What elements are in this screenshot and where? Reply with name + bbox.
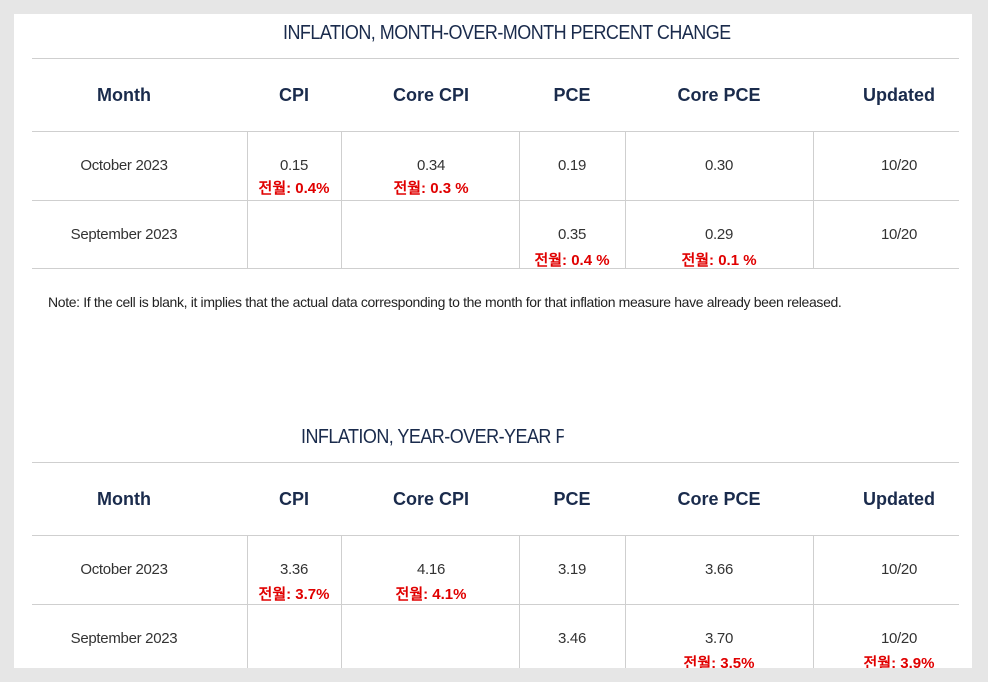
divider	[32, 462, 959, 463]
mom-header-cpi: CPI	[278, 85, 309, 105]
yoy-header-updated: Updated	[863, 489, 935, 509]
divider	[247, 131, 248, 268]
yoy-header-core-pce: Core PCE	[677, 489, 761, 509]
yoy-row1-core-cpi-previous: 전월: 4.1%	[395, 586, 467, 603]
yoy-row2-updated: 10/20	[880, 630, 918, 647]
divider	[519, 535, 520, 668]
mom-header-core-pce: Core PCE	[677, 85, 761, 105]
mom-row1-updated: 10/20	[880, 157, 918, 174]
mom-header-pce: PCE	[553, 85, 591, 105]
divider	[247, 535, 248, 668]
divider	[32, 604, 959, 605]
yoy-row2-pce: 3.46	[558, 630, 586, 647]
mom-row1-month: October 2023	[80, 157, 168, 174]
yoy-header-month: Month	[97, 489, 151, 509]
divider	[813, 535, 814, 668]
divider	[625, 131, 626, 268]
mom-header-core-cpi: Core CPI	[392, 85, 470, 105]
mom-row2-month: September 2023	[70, 226, 178, 243]
divider	[519, 131, 520, 268]
mom-row2-pce: 0.35	[558, 226, 586, 243]
table-note: Note: If the cell is blank, it implies t…	[48, 294, 842, 310]
mom-row2-updated: 10/20	[880, 226, 918, 243]
divider	[32, 131, 959, 132]
yoy-header-core-cpi: Core CPI	[392, 489, 470, 509]
yoy-row1-updated: 10/20	[880, 561, 918, 578]
yoy-header-cpi: CPI	[278, 489, 309, 509]
divider	[32, 200, 959, 201]
yoy-row2-updated-previous: 전월: 3.9%	[863, 655, 935, 668]
divider	[625, 535, 626, 668]
divider	[341, 535, 342, 668]
mom-row1-core-pce: 0.30	[705, 157, 733, 174]
mom-header-month: Month	[97, 85, 151, 105]
mom-row2-pce-previous: 전월: 0.4 %	[534, 252, 610, 269]
divider	[813, 131, 814, 268]
mom-row1-cpi: 0.15	[280, 157, 308, 174]
yoy-row2-core-pce-previous: 전월: 3.5%	[683, 655, 755, 668]
yoy-row1-pce: 3.19	[558, 561, 586, 578]
divider	[32, 268, 959, 269]
yoy-header-pce: PCE	[553, 489, 591, 509]
divider	[341, 131, 342, 268]
mom-row1-core-cpi-previous: 전월: 0.3 %	[393, 180, 469, 197]
mom-row2-core-pce-previous: 전월: 0.1 %	[681, 252, 757, 269]
mom-row1-core-cpi: 0.34	[417, 157, 445, 174]
divider	[32, 58, 959, 59]
yoy-row2-month: September 2023	[70, 630, 178, 647]
yoy-row2-core-pce: 3.70	[705, 630, 733, 647]
inflation-card: INFLATION, MONTH-OVER-MONTH PERCENT CHAN…	[14, 14, 972, 668]
mom-row1-cpi-previous: 전월: 0.4%	[258, 180, 330, 197]
mom-table-title: INFLATION, MONTH-OVER-MONTH PERCENT CHAN…	[283, 22, 731, 44]
mom-header-updated: Updated	[863, 85, 935, 105]
yoy-row1-month: October 2023	[80, 561, 168, 578]
divider	[32, 535, 959, 536]
yoy-table-title: INFLATION, YEAR-OVER-YEAR PERCENT CHANGE	[301, 426, 564, 448]
mom-row1-pce: 0.19	[558, 157, 586, 174]
yoy-row1-cpi-previous: 전월: 3.7%	[258, 586, 330, 603]
yoy-row1-cpi: 3.36	[280, 561, 308, 578]
yoy-row1-core-cpi: 4.16	[417, 561, 445, 578]
yoy-row1-core-pce: 3.66	[705, 561, 733, 578]
mom-row2-core-pce: 0.29	[705, 226, 733, 243]
